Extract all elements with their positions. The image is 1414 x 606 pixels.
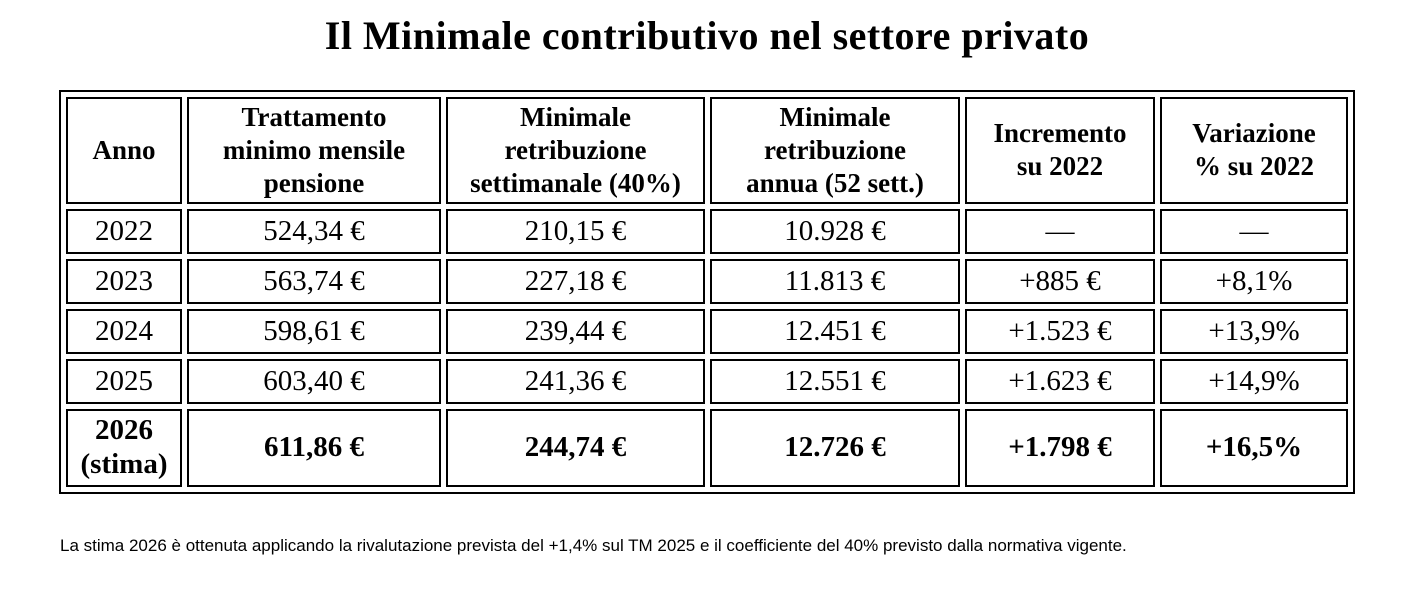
cell-variazione-2022: — — [1160, 208, 1348, 254]
column-header-minimale-annua: Minimale retribuzione annua (52 sett.) — [710, 97, 960, 204]
cell-trattamento-2022: 524,34 € — [187, 208, 441, 254]
cell-incremento-2024: +1.523 € — [965, 308, 1155, 354]
cell-trattamento-2026: 611,86 € — [187, 408, 441, 487]
cell-anno-2026: 2026 (stima) — [66, 408, 182, 487]
table-row-2026-stima: 2026 (stima) 611,86 € 244,74 € 12.726 € … — [66, 408, 1348, 487]
cell-incremento-2022: — — [965, 208, 1155, 254]
cell-trattamento-2024: 598,61 € — [187, 308, 441, 354]
cell-settimanale-2024: 239,44 € — [446, 308, 705, 354]
column-header-variazione: Variazione % su 2022 — [1160, 97, 1348, 204]
cell-variazione-2024: +13,9% — [1160, 308, 1348, 354]
cell-annua-2023: 11.813 € — [710, 258, 960, 304]
cell-trattamento-2023: 563,74 € — [187, 258, 441, 304]
cell-trattamento-2025: 603,40 € — [187, 358, 441, 404]
cell-settimanale-2023: 227,18 € — [446, 258, 705, 304]
cell-annua-2022: 10.928 € — [710, 208, 960, 254]
cell-incremento-2023: +885 € — [965, 258, 1155, 304]
cell-settimanale-2025: 241,36 € — [446, 358, 705, 404]
footnote: La stima 2026 è ottenuta applicando la r… — [60, 535, 1127, 555]
cell-incremento-2026: +1.798 € — [965, 408, 1155, 487]
column-header-anno: Anno — [66, 97, 182, 204]
cell-anno-2022: 2022 — [66, 208, 182, 254]
table-row-2022: 2022 524,34 € 210,15 € 10.928 € — — — [66, 208, 1348, 254]
cell-annua-2024: 12.451 € — [710, 308, 960, 354]
header-row: Anno Trattamento minimo mensile pensione… — [66, 97, 1348, 204]
cell-anno-2025: 2025 — [66, 358, 182, 404]
cell-settimanale-2022: 210,15 € — [446, 208, 705, 254]
table-row-2025: 2025 603,40 € 241,36 € 12.551 € +1.623 €… — [66, 358, 1348, 404]
table-row-2024: 2024 598,61 € 239,44 € 12.451 € +1.523 €… — [66, 308, 1348, 354]
column-header-minimale-settimanale: Minimale retribuzione settimanale (40%) — [446, 97, 705, 204]
cell-settimanale-2026: 244,74 € — [446, 408, 705, 487]
cell-variazione-2025: +14,9% — [1160, 358, 1348, 404]
column-header-incremento: Incremento su 2022 — [965, 97, 1155, 204]
page-title: Il Minimale contributivo nel settore pri… — [324, 13, 1090, 58]
cell-anno-2024: 2024 — [66, 308, 182, 354]
cell-variazione-2023: +8,1% — [1160, 258, 1348, 304]
column-header-trattamento-minimo: Trattamento minimo mensile pensione — [187, 97, 441, 204]
cell-annua-2026: 12.726 € — [710, 408, 960, 487]
table-row-2023: 2023 563,74 € 227,18 € 11.813 € +885 € +… — [66, 258, 1348, 304]
cell-incremento-2025: +1.623 € — [965, 358, 1155, 404]
cell-variazione-2026: +16,5% — [1160, 408, 1348, 487]
cell-annua-2025: 12.551 € — [710, 358, 960, 404]
cell-anno-2023: 2023 — [66, 258, 182, 304]
minimale-contributivo-table: Anno Trattamento minimo mensile pensione… — [59, 90, 1355, 494]
